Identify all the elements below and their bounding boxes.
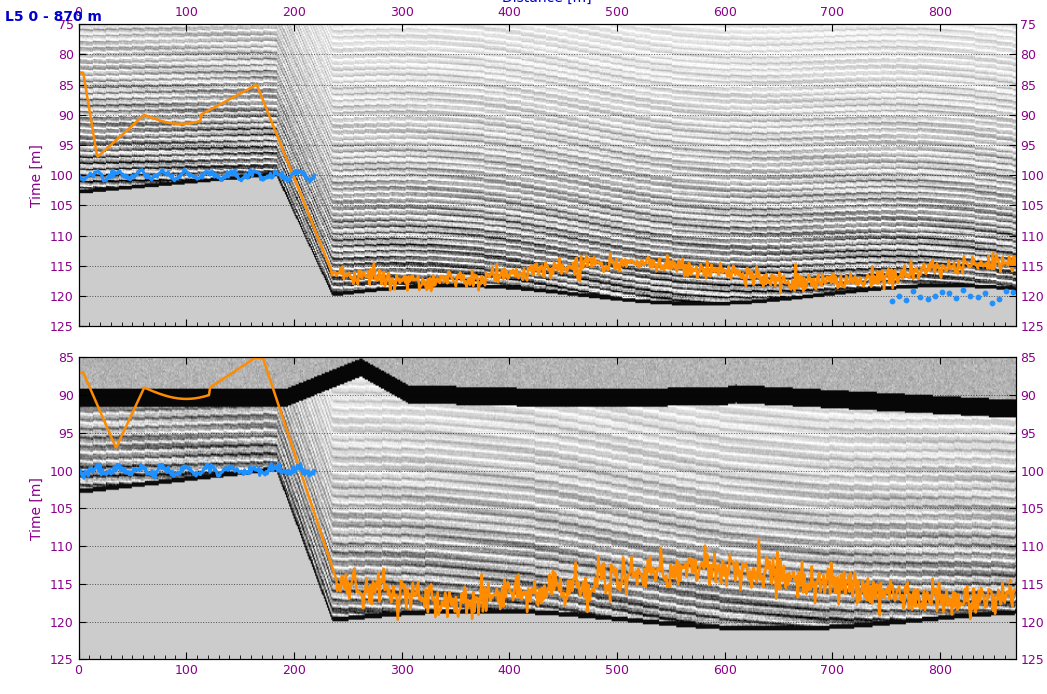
Point: [891, 291, 908, 302]
Point: [977, 287, 994, 298]
Point: [934, 287, 951, 298]
Point: [940, 287, 957, 298]
Point: [897, 294, 914, 305]
Point: [983, 298, 1000, 309]
Point: [912, 291, 929, 303]
Point: [919, 294, 936, 305]
Y-axis label: Time [m]: Time [m]: [30, 144, 44, 207]
Point: [927, 290, 943, 301]
Point: [884, 296, 900, 307]
Point: [905, 286, 921, 297]
Point: [970, 292, 986, 303]
Y-axis label: Time [m]: Time [m]: [30, 477, 44, 540]
Text: L5 0 - 870 m: L5 0 - 870 m: [5, 10, 103, 24]
Point: [955, 285, 972, 296]
Point: [998, 286, 1015, 297]
Point: [990, 293, 1007, 304]
Point: [948, 293, 964, 304]
Point: [1005, 287, 1022, 298]
X-axis label: Distance [m]: Distance [m]: [503, 0, 592, 6]
Point: [962, 290, 979, 301]
